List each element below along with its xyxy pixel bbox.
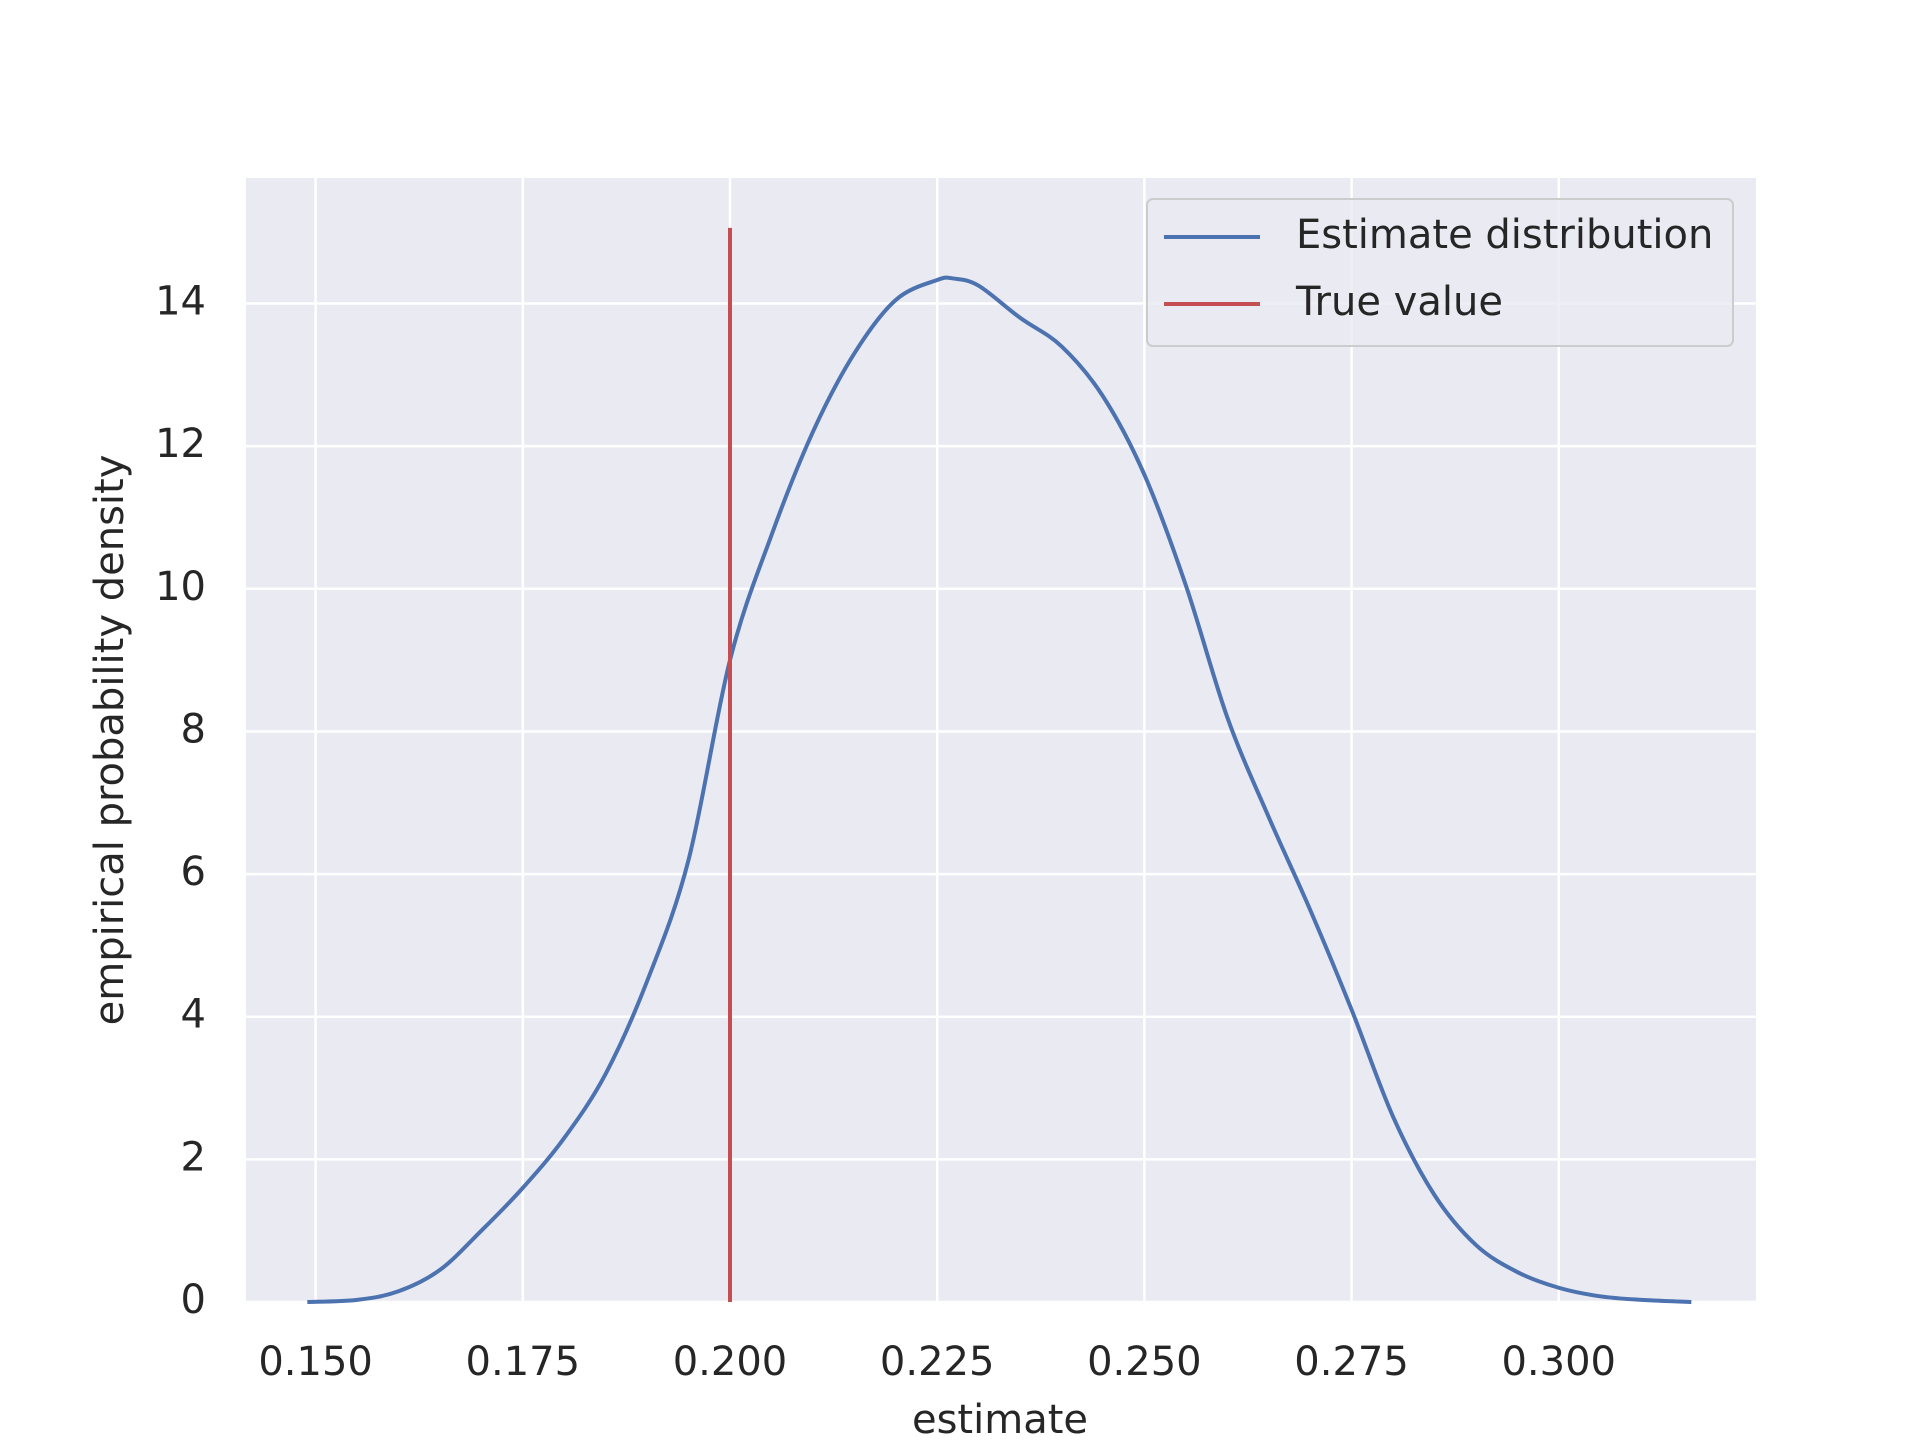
y-tick-label: 0 [181,1277,206,1323]
x-axis-label: estimate [912,1397,1088,1440]
x-tick-label: 0.150 [258,1339,373,1385]
x-tick-label: 0.225 [880,1339,995,1385]
y-tick-label: 10 [155,564,206,610]
x-tick-label: 0.175 [466,1339,581,1385]
y-tick-label: 12 [155,421,206,467]
y-tick-label: 14 [155,279,206,325]
data-line [307,275,1692,1304]
x-tick-label: 0.200 [673,1339,788,1385]
y-tick-label: 2 [181,1134,206,1180]
y-tick-label: 6 [181,849,206,895]
y-tick-label: 8 [181,706,206,752]
x-tick-label: 0.275 [1294,1339,1409,1385]
legend-box [1146,198,1734,347]
x-tick-label: 0.300 [1501,1339,1616,1385]
x-tick-label: 0.250 [1087,1339,1202,1385]
y-axis-label: empirical probability density [87,455,133,1026]
y-tick-label: 4 [181,992,206,1038]
plot-area [246,178,1756,1302]
legend-label: True value [1295,279,1503,325]
legend-label: Estimate distribution [1296,212,1713,258]
